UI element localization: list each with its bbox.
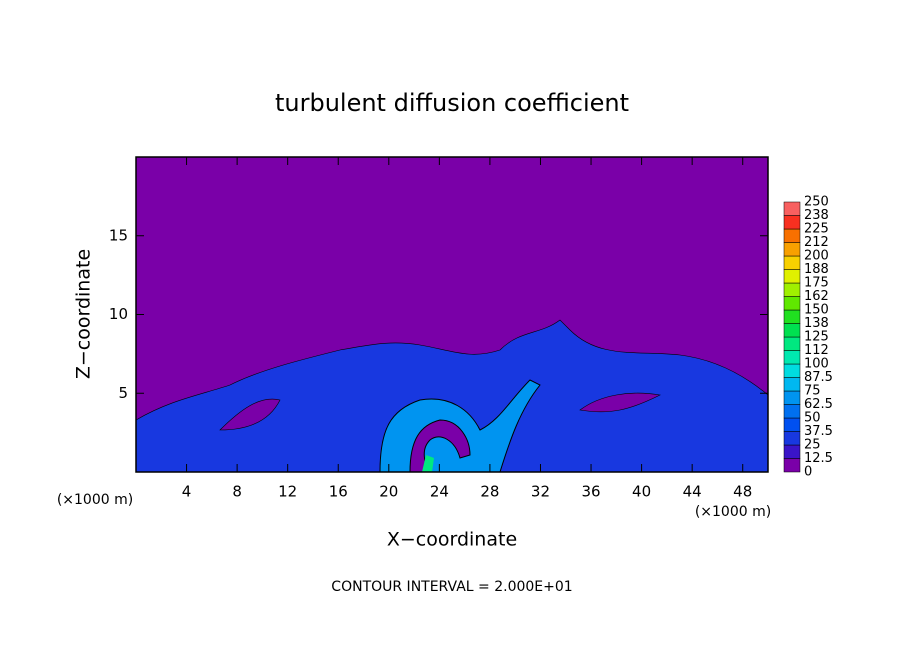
colorbar-box [783,390,801,405]
colorbar-label: 188 [804,262,829,277]
x-tick-label: 36 [581,483,600,501]
colorbar-box [783,242,801,257]
x-tick-label: 28 [480,483,499,501]
chart-title: turbulent diffusion coefficient [275,89,629,117]
colorbar-label: 250 [804,195,829,210]
colorbar-label: 138 [804,316,829,331]
colorbar-label: 75 [804,384,821,399]
colorbar-label: 87.5 [804,370,833,385]
colorbar-label: 238 [804,208,829,223]
colorbar-label: 175 [804,276,829,291]
colorbar-label: 100 [804,357,829,372]
colorbar-label: 150 [804,303,829,318]
colorbar-label: 12.5 [804,451,833,466]
y-tick-label: 15 [109,226,128,244]
x-tick-label: 40 [632,483,651,501]
y-tick-label: 10 [109,305,128,323]
colorbar-label: 62.5 [804,397,833,412]
colorbar-box [783,323,801,338]
colorbar-box [783,363,801,378]
colorbar-box [783,296,801,311]
x-tick-label: 32 [531,483,550,501]
colorbar-label: 50 [804,411,821,426]
colorbar-box [783,215,801,230]
colorbar-label: 162 [804,289,829,304]
colorbar-box [783,336,801,351]
colorbar-box [783,228,801,243]
colorbar-box [783,309,801,324]
colorbar-box [783,255,801,270]
x-tick-label: 4 [182,483,192,501]
colorbar-label: 200 [804,249,829,264]
x-tick-label: 48 [733,483,752,501]
colorbar-box [783,201,801,216]
x-tick-label: 8 [232,483,242,501]
colorbar-box [783,404,801,419]
colorbar-label: 125 [804,330,829,345]
x-tick-label: 16 [329,483,348,501]
x-tick-label: 44 [683,483,702,501]
colorbar-label: 0 [804,465,812,480]
colorbar-box [783,269,801,284]
colorbar-label: 212 [804,235,829,250]
colorbar-box [783,350,801,365]
x-tick-label: 12 [278,483,297,501]
footnote: CONTOUR INTERVAL = 2.000E+01 [331,579,572,595]
contour-field [135,157,769,473]
x-tick-label: 20 [379,483,398,501]
x-axis-label: X−coordinate [387,529,517,551]
colorbar-label: 225 [804,222,829,237]
colorbar-box [783,377,801,392]
colorbar-box [783,444,801,459]
y-unit-label: (×1000 m) [57,492,133,508]
x-unit-label: (×1000 m) [695,504,771,520]
colorbar-label: 37.5 [804,424,833,439]
colorbar-label: 112 [804,343,829,358]
colorbar-box [783,431,801,446]
x-tick-label: 24 [430,483,449,501]
colorbar-box [783,458,801,473]
colorbar-box [783,282,801,297]
y-axis-label: Z−coordinate [73,249,95,379]
y-tick-label: 5 [118,384,128,402]
colorbar-box [783,417,801,432]
colorbar-label: 25 [804,438,821,453]
